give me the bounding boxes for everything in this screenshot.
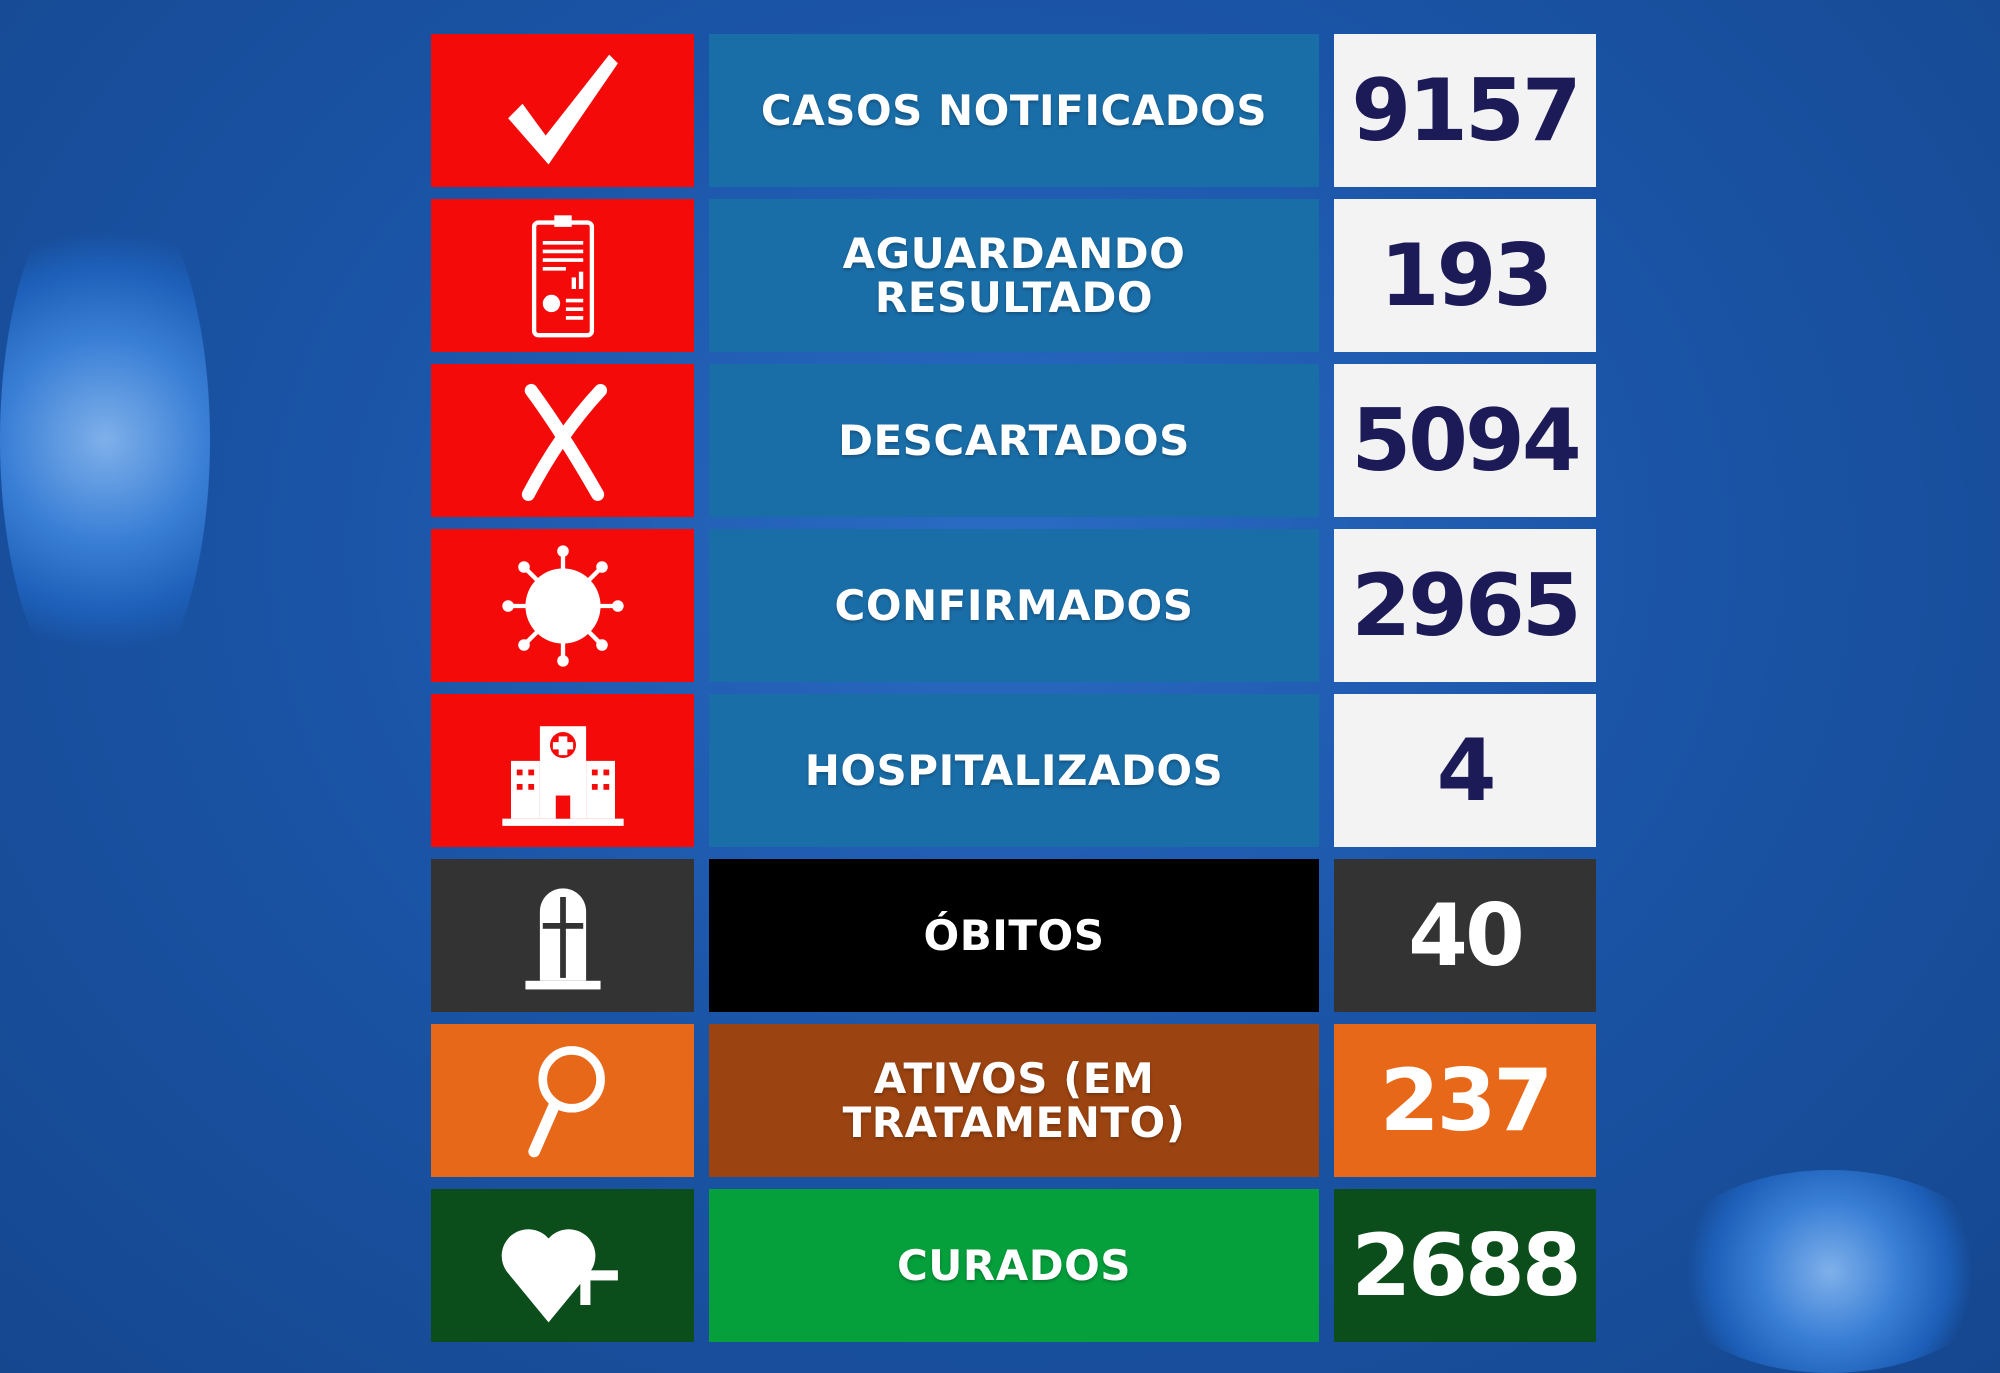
label-descartados: DESCARTADOS — [709, 364, 1319, 517]
virus-decoration-left — [0, 170, 210, 710]
value-casos-notificados: 9157 — [1334, 34, 1596, 187]
magnifier-icon — [431, 1024, 694, 1177]
value-aguardando-resultado: 193 — [1334, 199, 1596, 352]
value-hospitalizados: 4 — [1334, 694, 1596, 847]
label-curados: CURADOS — [709, 1189, 1319, 1342]
virus-decoration-right — [1660, 1170, 2000, 1373]
hospital-icon — [431, 694, 694, 847]
value-descartados: 5094 — [1334, 364, 1596, 517]
value-obitos: 40 — [1334, 859, 1596, 1012]
value-ativos: 237 — [1334, 1024, 1596, 1177]
label-text: AGUARDANDO RESULTADO — [842, 228, 1186, 322]
label-obitos: ÓBITOS — [709, 859, 1319, 1012]
virus-icon — [431, 529, 694, 682]
label-hospitalizados: HOSPITALIZADOS — [709, 694, 1319, 847]
label-casos-notificados: CASOS NOTIFICADOS — [709, 34, 1319, 187]
label-ativos: ATIVOS (EM TRATAMENTO) — [709, 1024, 1319, 1177]
label-text: ATIVOS (EM TRATAMENTO) — [842, 1053, 1186, 1147]
heart-plus-icon — [431, 1189, 694, 1342]
checkmark-icon — [431, 34, 694, 187]
label-aguardando-resultado: AGUARDANDO RESULTADO — [709, 199, 1319, 352]
label-confirmados: CONFIRMADOS — [709, 529, 1319, 682]
value-confirmados: 2965 — [1334, 529, 1596, 682]
clipboard-report-icon — [431, 199, 694, 352]
value-curados: 2688 — [1334, 1189, 1596, 1342]
tombstone-icon — [431, 859, 694, 1012]
x-mark-icon — [431, 364, 694, 517]
covid-stats-board: CASOS NOTIFICADOS 9157 AGUARDANDO RESULT… — [431, 34, 1596, 1342]
